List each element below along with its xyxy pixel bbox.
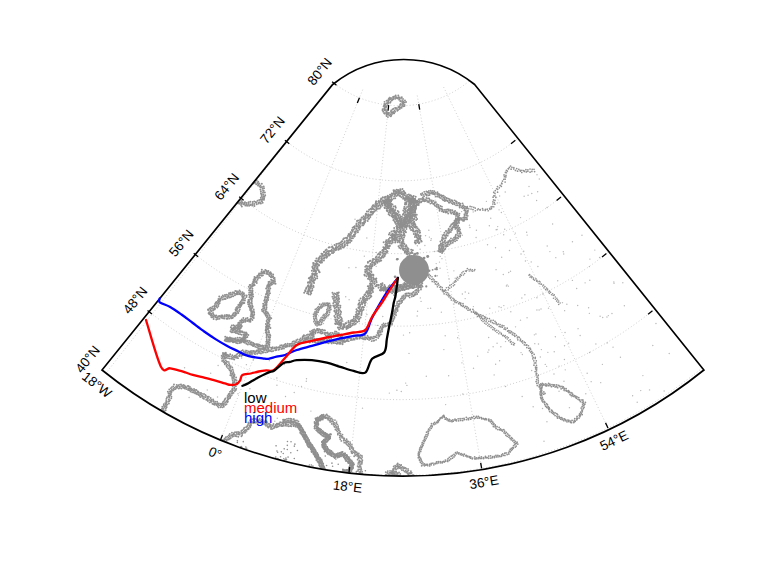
svg-text:high: high [244, 409, 272, 426]
svg-text:18°E: 18°E [332, 478, 363, 496]
